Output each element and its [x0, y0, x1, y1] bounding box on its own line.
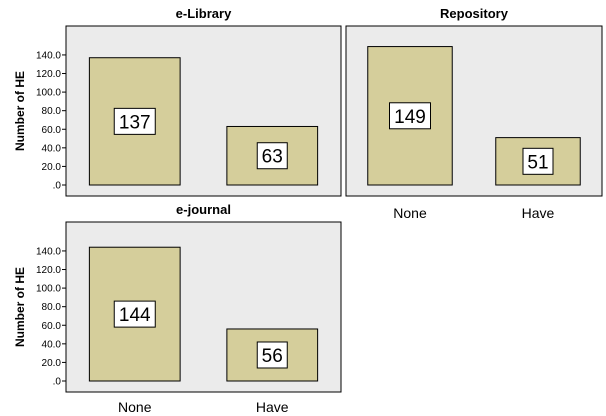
- data-label: 144: [119, 305, 151, 326]
- y-tick-label: 80.0: [42, 302, 62, 313]
- data-label-box: [113, 300, 156, 328]
- y-tick-label: 20.0: [42, 358, 62, 369]
- panel-title: Repository: [440, 6, 509, 21]
- y-tick-label: 120.0: [36, 69, 61, 80]
- bar-have: [495, 137, 581, 186]
- panel-title: e-Library: [176, 6, 232, 21]
- y-tick-label: 140.0: [36, 246, 61, 257]
- y-tick-label: 60.0: [42, 321, 62, 332]
- x-category-label: Have: [522, 205, 555, 221]
- y-tick-label: 80.0: [42, 106, 62, 117]
- x-category-label: None: [393, 205, 427, 221]
- data-label-box: [256, 142, 288, 170]
- y-tick-label: 100.0: [36, 284, 61, 295]
- y-tick-label: .0: [53, 377, 62, 388]
- chart-panel-0: e-Library .0 20.0 40.0 60.0 80.0 100.0 120.0 140…: [13, 6, 342, 197]
- chart-panel-2: e-journal .0 20.0 40.0 60.0 80.0 100.0 120.0 140…: [13, 202, 342, 415]
- data-label-box: [256, 341, 288, 369]
- y-tick-label: 20.0: [42, 162, 62, 173]
- y-tick-label: 60.0: [42, 125, 62, 136]
- y-tick-label: 40.0: [42, 339, 62, 350]
- data-label: 149: [394, 107, 426, 128]
- data-label-box: [522, 147, 554, 175]
- y-tick-label: 120.0: [36, 265, 61, 276]
- y-tick-label: 100.0: [36, 88, 61, 99]
- data-label: 51: [527, 152, 548, 173]
- data-label-box: [389, 102, 431, 130]
- y-tick-label: .0: [53, 181, 62, 192]
- y-axis-label: Number of HE: [13, 267, 27, 347]
- x-category-label: Have: [256, 399, 289, 415]
- data-label: 63: [262, 147, 283, 168]
- data-label-box: [113, 107, 156, 135]
- y-tick-label: 140.0: [36, 50, 61, 61]
- data-label: 56: [262, 346, 283, 367]
- y-tick-label: 40.0: [42, 143, 62, 154]
- panel-title: e-journal: [176, 202, 231, 217]
- chart-panel-1: Repository 149 None 51 Have: [345, 6, 603, 221]
- y-axis-label: Number of HE: [13, 71, 27, 151]
- x-category-label: None: [118, 399, 152, 415]
- data-label: 137: [119, 112, 151, 133]
